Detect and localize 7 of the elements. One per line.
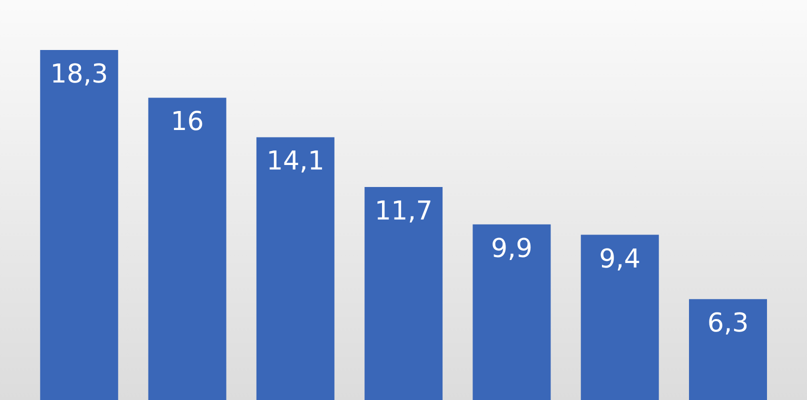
data-label: 9,4: [599, 244, 641, 274]
data-label: 16: [170, 107, 204, 138]
data-label: 6,3: [707, 308, 749, 339]
data-label: 11,7: [374, 196, 433, 227]
data-label: 18,3: [50, 59, 108, 90]
data-label: 14,1: [266, 146, 324, 177]
data-label: 9,9: [491, 234, 532, 264]
